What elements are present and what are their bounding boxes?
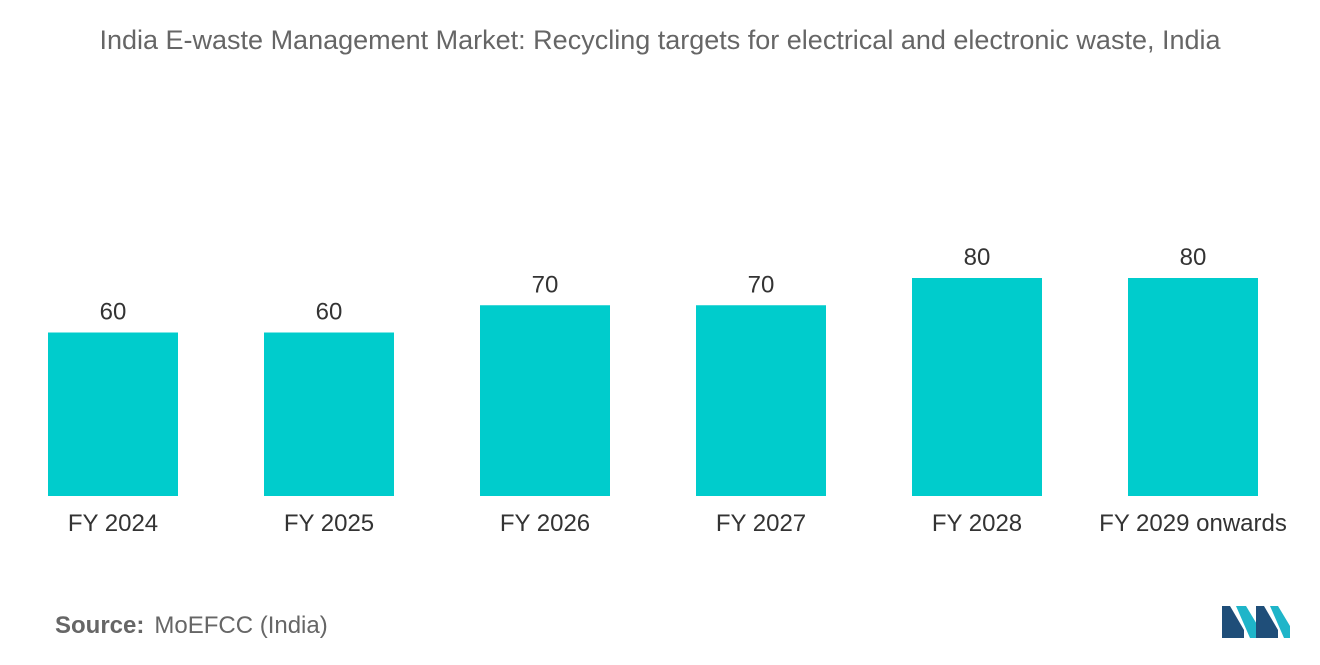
- data-label-5: 80: [1180, 244, 1207, 271]
- source-line: Source: MoEFCC (India): [55, 612, 328, 640]
- x-tick-label-1: FY 2025: [284, 510, 374, 537]
- x-tick-label-3: FY 2027: [716, 510, 806, 537]
- data-label-3: 70: [748, 271, 775, 298]
- chart-title: India E-waste Management Market: Recycli…: [99, 25, 1221, 55]
- data-label-4: 80: [964, 244, 991, 271]
- bar-chart: 60 FY 2024 60 FY 2025 70 FY 2026 70 FY 2027 80 FY…: [48, 244, 1287, 537]
- company-logo-icon: [1222, 606, 1290, 638]
- x-tick-label-2: FY 2026: [500, 510, 590, 537]
- source-value: MoEFCC (India): [154, 612, 328, 639]
- x-tick-label-4: FY 2028: [932, 510, 1022, 537]
- bar-5: [1128, 278, 1258, 496]
- bar-4: [912, 278, 1042, 496]
- data-label-1: 60: [316, 299, 343, 326]
- data-label-0: 60: [100, 299, 127, 326]
- bar-3: [696, 305, 826, 496]
- bar-2: [480, 305, 610, 496]
- x-tick-label-5: FY 2029 onwards: [1099, 510, 1287, 537]
- data-label-2: 70: [532, 271, 559, 298]
- bar-0: [48, 332, 178, 496]
- x-tick-label-0: FY 2024: [68, 510, 158, 537]
- bar-1: [264, 332, 394, 496]
- source-label: Source:: [55, 612, 145, 639]
